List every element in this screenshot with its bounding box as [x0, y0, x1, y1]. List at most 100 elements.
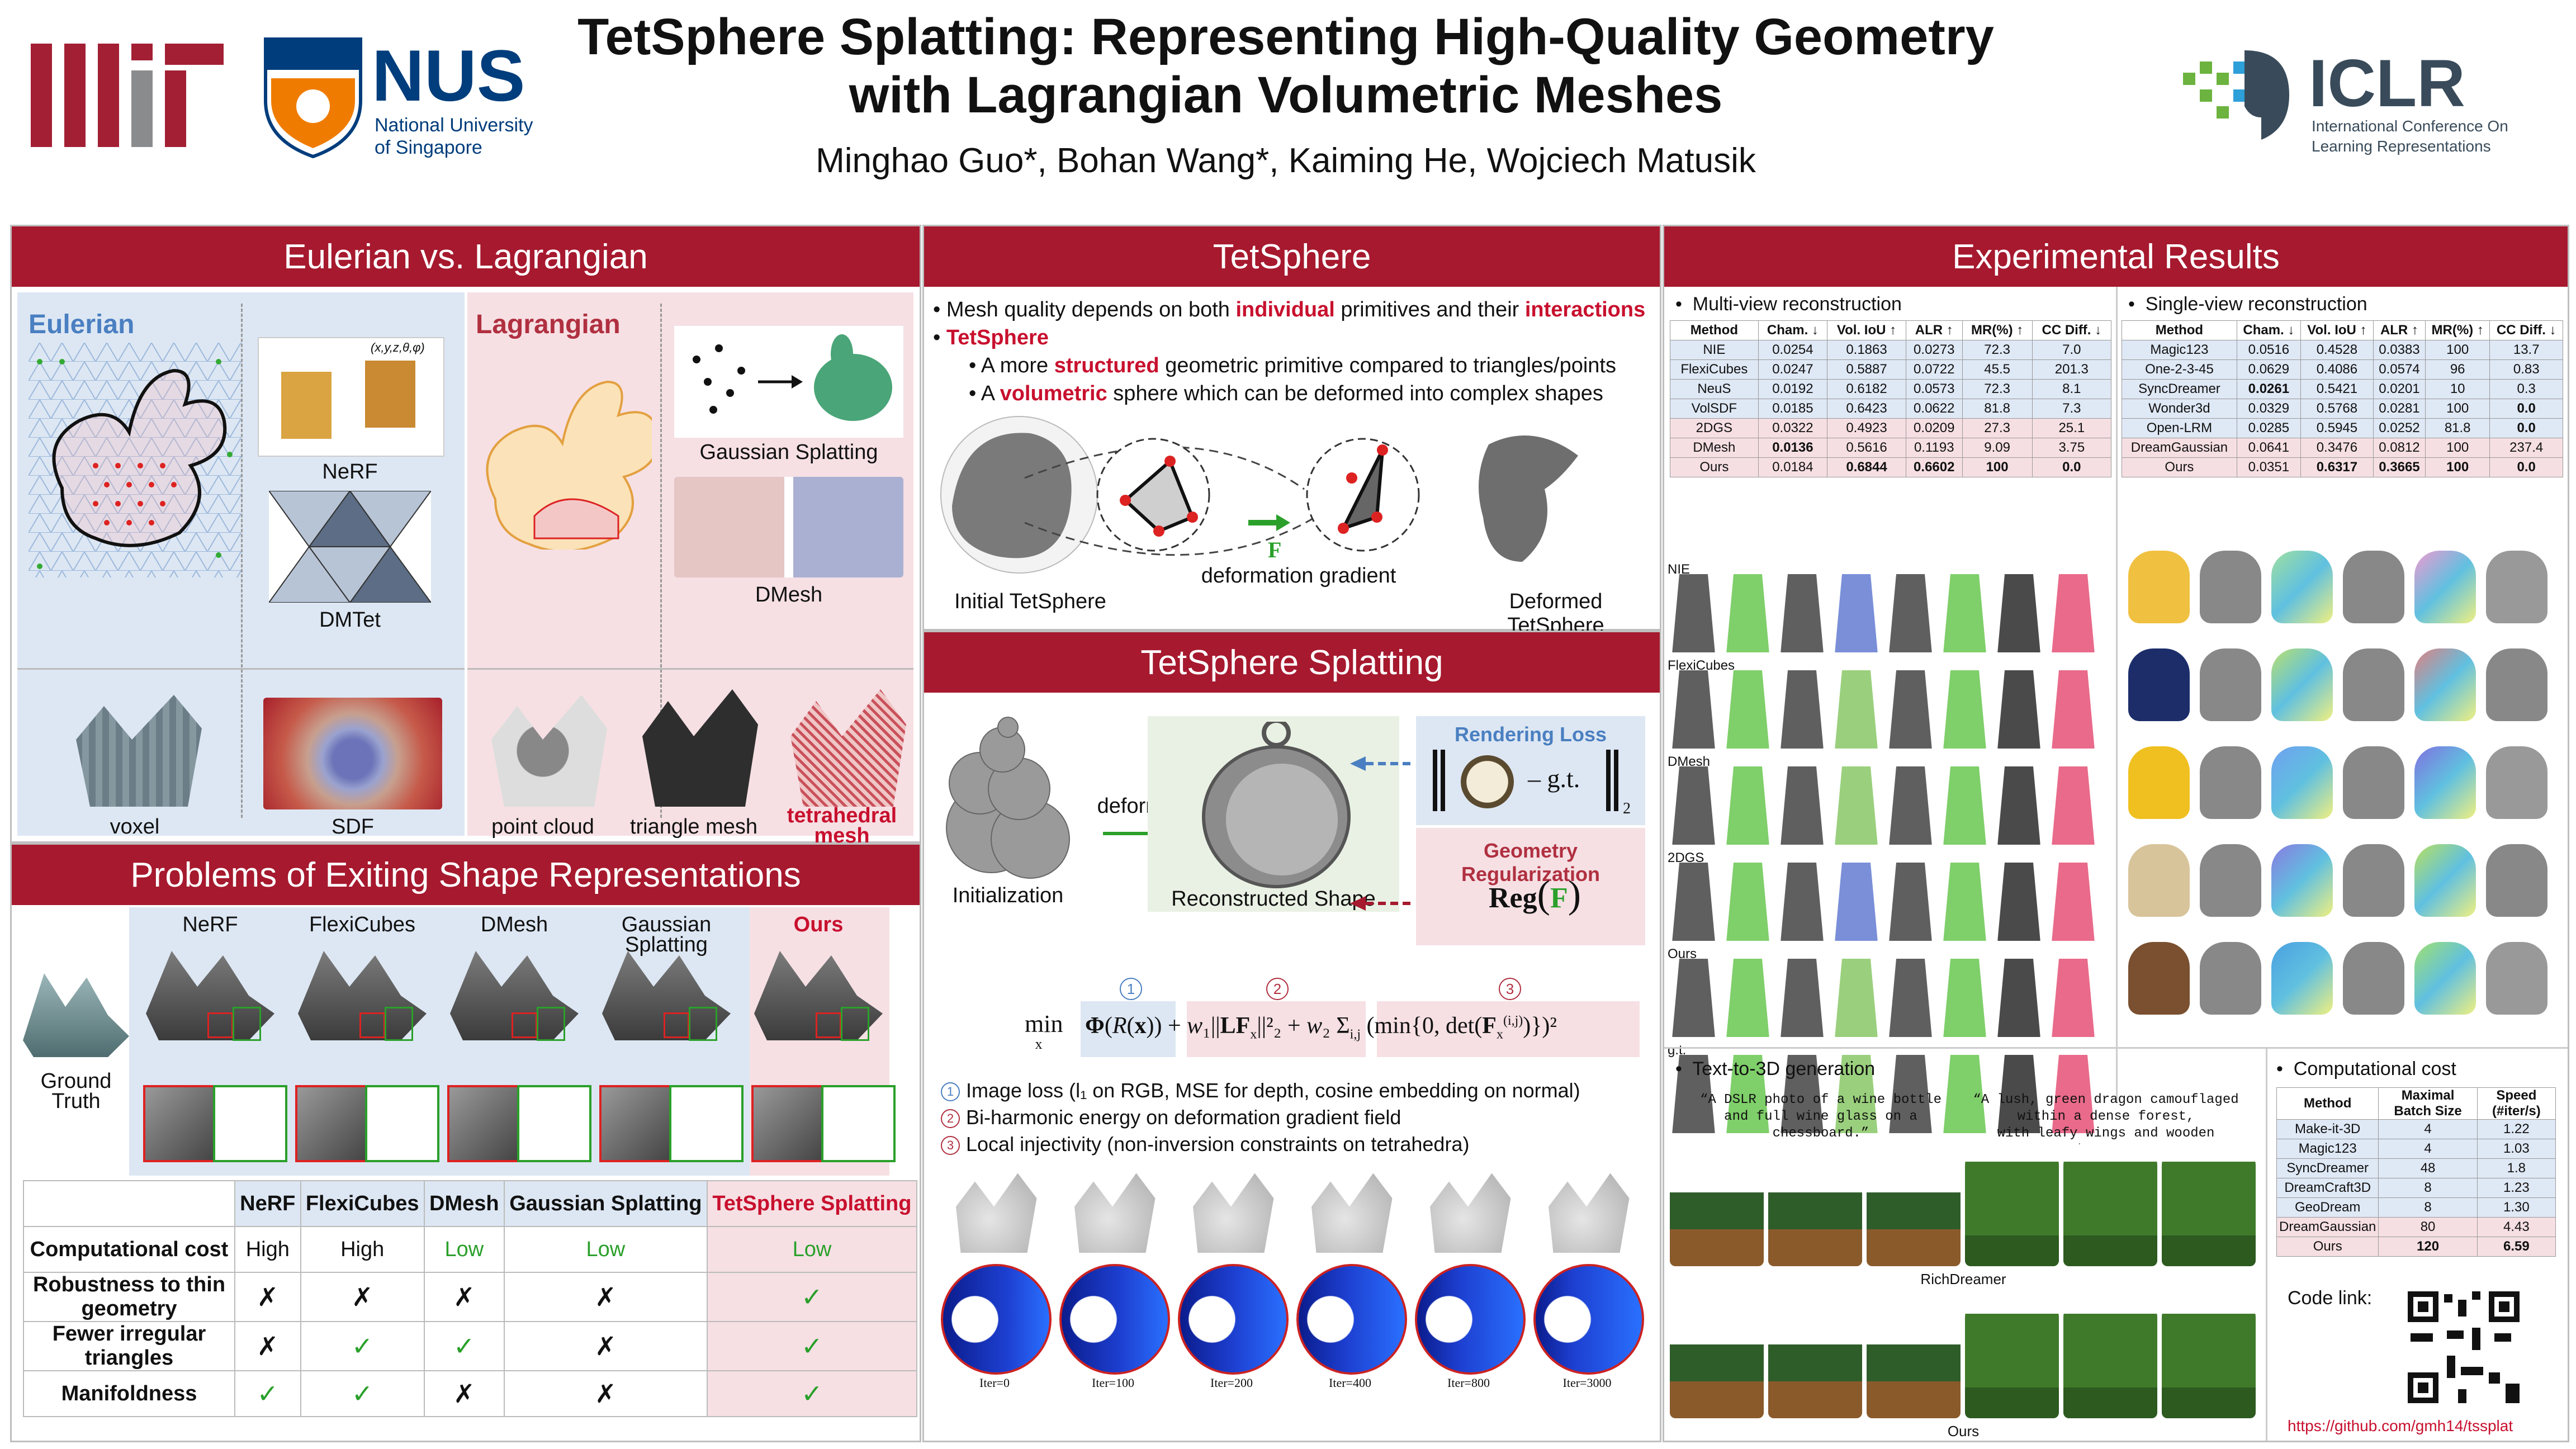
tet-bunny-illustration	[486, 380, 652, 550]
table-header	[23, 1180, 235, 1227]
table-cell: ✓	[706, 1321, 918, 1371]
table-cell: SyncDreamer	[2276, 1158, 2379, 1178]
result-thumbnail	[1997, 1055, 2040, 1133]
table-cell: ✗	[503, 1370, 708, 1417]
result-thumbnail	[1835, 574, 1878, 652]
table-row: Robustness to thin geometry ✗ ✗ ✗ ✗ ✓	[23, 1272, 918, 1322]
zoom-detail-red	[143, 1085, 217, 1162]
table-cell: Ours	[1670, 457, 1759, 477]
result-thumbnail	[2414, 746, 2476, 819]
table-row: DreamGaussian 80 4.43	[2276, 1217, 2556, 1237]
table-header: FlexiCubes	[300, 1180, 425, 1227]
result-thumbnail	[1835, 959, 1878, 1037]
reg-arrow	[1350, 896, 1410, 911]
table-cell: 0.3665	[2373, 457, 2426, 477]
result-thumbnail	[2200, 844, 2261, 917]
table-cell: 0.0	[2489, 457, 2563, 477]
table-cell: 0.4086	[2300, 359, 2374, 380]
poster-title: TetSphere Splatting: Representing High-Q…	[577, 8, 1994, 124]
result-thumbnail	[2128, 844, 2190, 917]
ours-label: Ours	[1947, 1423, 1980, 1439]
formula-text: Φ(R(x)) + w₁||LFx||²₂ + w₂ Σi,j (min{0, …	[1085, 1013, 1557, 1042]
result-thumbnail	[2343, 844, 2404, 917]
reconstructed-shape-label: Reconstructed Shape	[1171, 887, 1376, 911]
distortion-heatmap	[1415, 1264, 1526, 1375]
comparison-table: NeRF FlexiCubes DMesh Gaussian Splatting Tet…	[23, 1180, 918, 1417]
zoom-box-green	[385, 1007, 413, 1041]
bullet-volumetric: • A volumetric sphere which can be defor…	[969, 382, 1603, 405]
table-cell: VolSDF	[1670, 399, 1759, 419]
zoom-box-red	[512, 1012, 537, 1038]
dragon-render	[2162, 1295, 2256, 1418]
table-cell: 0.0516	[2236, 340, 2301, 360]
table-cell: 0.0322	[1758, 418, 1828, 438]
table-header: ALR ↑	[2373, 320, 2426, 340]
panel-experimental-results: Experimental Results • Multi-view recons…	[1663, 225, 2569, 1442]
lagrangian-label: Lagrangian	[476, 310, 621, 339]
table-cell: 100	[2425, 457, 2490, 477]
table-cell: Low	[423, 1226, 505, 1273]
dmesh-label: DMesh	[755, 583, 823, 607]
table-header: CC Diff. ↓	[2489, 320, 2563, 340]
result-thumbnail	[2052, 574, 2095, 652]
table-cell: 1.03	[2476, 1139, 2556, 1159]
method-label: Gaussian Splatting	[621, 913, 712, 956]
table-cell: 4.43	[2476, 1217, 2556, 1237]
table-row: FlexiCubes 0.0247 0.5887 0.0722 45.5 201.3	[1670, 359, 2112, 380]
zoom-detail-red	[751, 1085, 826, 1162]
code-url[interactable]: https://github.com/gmh14/tssplat	[2288, 1417, 2513, 1434]
table-cell: 0.3	[2489, 379, 2563, 399]
table-cell: DreamGaussian	[2276, 1217, 2379, 1237]
result-thumbnail	[2414, 648, 2476, 721]
norm-bar	[1614, 750, 1618, 811]
table-cell: ✓	[234, 1370, 301, 1417]
result-thumbnail	[1943, 574, 1986, 652]
table-cell: 4	[2378, 1119, 2478, 1139]
method-label: NeRF	[182, 913, 238, 936]
reg-formula: Reg(F)	[1489, 873, 1581, 916]
table-cell: 0.1863	[1827, 340, 1906, 360]
distortion-heatmap	[1178, 1264, 1289, 1375]
table-header: TetSphere Splatting	[706, 1180, 918, 1227]
table-cell: 0.0247	[1758, 359, 1828, 380]
bunny-iteration	[1549, 1173, 1630, 1253]
table-cell: 7.0	[2032, 340, 2112, 360]
voxel-bunny	[76, 695, 202, 807]
qr-code[interactable]	[2405, 1289, 2522, 1406]
row-label: Computational cost	[23, 1226, 235, 1273]
gaussian-label: Gaussian Splatting	[699, 441, 878, 464]
nus-logo: NUS National University of Singapore	[260, 34, 551, 162]
dragon-render	[2063, 1295, 2157, 1418]
wine-render	[1768, 1295, 1862, 1418]
gaussian-illustration	[674, 326, 903, 438]
table-cell: 0.0812	[2373, 438, 2426, 458]
result-thumbnail	[2128, 551, 2190, 623]
method-label: DMesh	[480, 913, 548, 936]
result-thumbnail	[2271, 551, 2333, 623]
table-cell: 27.3	[1962, 418, 2033, 438]
result-thumbnail	[1997, 863, 2040, 941]
ground-truth-label: Ground Truth	[40, 1069, 112, 1113]
table-row: One-2-3-45 0.0629 0.4086 0.0574 96 0.83	[2122, 359, 2563, 380]
table-header: NeRF	[234, 1180, 301, 1227]
term-marker: 3	[941, 1136, 960, 1155]
table-cell: 0.5887	[1827, 359, 1906, 380]
panel-problems: Problems of Exiting Shape Representation…	[10, 843, 921, 1442]
result-thumbnail	[2343, 551, 2404, 623]
zoom-detail-green	[365, 1085, 439, 1162]
table-cell: 8	[2378, 1197, 2478, 1218]
nerf-view-left	[281, 372, 332, 439]
bullet-tetsphere: • TetSphere	[933, 326, 1049, 349]
table-cell: Wonder3d	[2122, 399, 2237, 419]
row-label: Robustness to thin geometry	[23, 1272, 235, 1322]
table-cell: Magic123	[2122, 340, 2237, 360]
table-cell: 1.22	[2476, 1119, 2556, 1139]
table-cell: 0.0184	[1758, 457, 1828, 477]
table-cell: 72.3	[1962, 379, 2033, 399]
iclr-subtitle-2: Learning Representations	[2312, 138, 2491, 155]
panel-tetsphere-splatting: TetSphere Splatting Initialization defor…	[922, 631, 1661, 1442]
method-label: FlexiCubes	[309, 913, 416, 936]
result-thumbnail	[1889, 959, 1932, 1037]
table-cell: 100	[2425, 340, 2490, 360]
result-thumbnail	[1997, 766, 2040, 845]
